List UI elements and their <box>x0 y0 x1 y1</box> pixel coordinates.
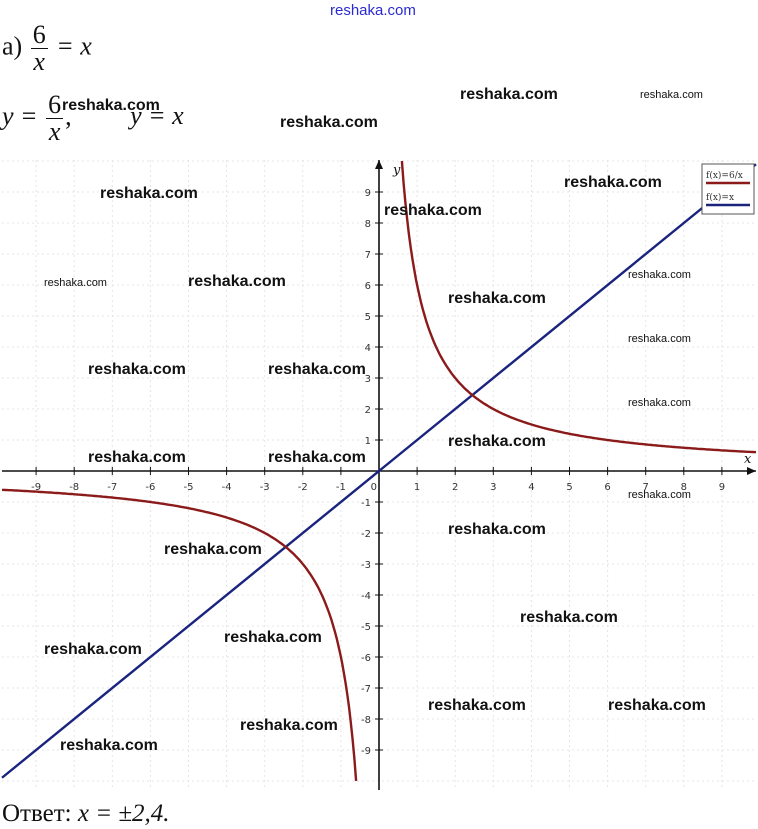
x-tick-label: -5 <box>184 482 194 493</box>
watermark-text: reshaka.com <box>628 489 691 501</box>
watermark-text: reshaka.com <box>628 397 691 409</box>
x-tick-label: 1 <box>414 482 420 493</box>
watermark-text: reshaka.com <box>428 697 526 714</box>
x-tick-label: 6 <box>604 482 610 493</box>
y-tick-label: 4 <box>365 343 371 354</box>
fraction-numerator: 6 <box>30 20 48 49</box>
watermark-text: reshaka.com <box>88 361 186 378</box>
y-tick-label: 1 <box>365 436 371 447</box>
watermark-text: reshaka.com <box>224 629 322 646</box>
watermark-text: reshaka.com <box>44 277 107 289</box>
x-axis-arrow <box>747 467 756 475</box>
watermark-text: reshaka.com <box>44 641 142 658</box>
watermark-text: reshaka.com <box>240 717 338 734</box>
y-eq-separator: , <box>65 101 72 131</box>
watermark-text: reshaka.com <box>100 185 198 202</box>
y-tick-label: -8 <box>361 715 371 726</box>
y-eq2: y = x <box>130 101 184 131</box>
y-tick-label: -6 <box>361 653 371 664</box>
y-tick-label: 8 <box>365 219 371 230</box>
watermark-text: reshaka.com <box>628 333 691 345</box>
watermark-text: reshaka.com <box>280 114 378 131</box>
x-tick-label: -4 <box>222 482 232 493</box>
y-fraction-denominator: x <box>48 117 61 146</box>
watermark-text: reshaka.com <box>628 269 691 281</box>
legend-entry-label: f(x)=6/x <box>706 170 743 181</box>
y-fraction-numerator: 6 <box>46 90 64 119</box>
y-tick-label: -3 <box>361 560 371 571</box>
x-tick-label: 3 <box>490 482 496 493</box>
x-tick-label: -2 <box>298 482 308 493</box>
equation-rhs: = x <box>56 31 92 61</box>
y-tick-label: -1 <box>361 498 371 509</box>
functions-line: y = 6 x , y = x <box>2 92 184 145</box>
x-tick-label: 9 <box>719 482 725 493</box>
watermark-text: reshaka.com <box>460 86 558 103</box>
fraction-denominator: x <box>33 47 45 76</box>
watermark-text: reshaka.com <box>60 737 158 754</box>
fraction-y-6-over-x: 6 x <box>46 90 64 146</box>
y-tick-label: -5 <box>361 622 371 633</box>
y-eq1-lhs: y = <box>2 101 38 131</box>
series-line-y-eq-x <box>1 163 757 779</box>
y-tick-label: -9 <box>361 746 371 757</box>
x-tick-label: 7 <box>643 482 649 493</box>
series-hyperbola-left-branch <box>1 488 358 782</box>
problem-label: а) <box>2 31 23 61</box>
answer-value: x = ±2,4. <box>77 800 170 827</box>
y-tick-label: 2 <box>365 405 371 416</box>
series-hyperbola-right-branch <box>400 160 757 454</box>
x-tick-label: -8 <box>69 482 79 493</box>
y-tick-label: -7 <box>361 684 371 695</box>
y-tick-label: 3 <box>365 374 371 385</box>
watermark-text: reshaka.com <box>520 609 618 626</box>
y-axis-label: y <box>392 163 401 178</box>
x-tick-label: -1 <box>336 482 346 493</box>
legend-entry-label: f(x)=x <box>706 192 734 203</box>
watermark-text: reshaka.com <box>448 521 546 538</box>
watermark-text: reshaka.com <box>188 273 286 290</box>
y-tick-label: 6 <box>365 281 371 292</box>
watermark-text: reshaka.com <box>564 174 662 191</box>
origin-label: 0 <box>371 482 377 493</box>
watermark-text: reshaka.com <box>448 290 546 307</box>
answer-label: Ответ: <box>2 800 72 827</box>
y-tick-label: 7 <box>365 250 371 261</box>
x-axis-label: x <box>744 452 752 467</box>
x-tick-label: -6 <box>145 482 155 493</box>
watermark-text: reshaka.com <box>62 97 160 114</box>
y-axis-arrow <box>375 160 383 169</box>
x-tick-label: 5 <box>566 482 572 493</box>
watermark-text: reshaka.com <box>164 541 262 558</box>
x-tick-label: -3 <box>260 482 270 493</box>
y-tick-label: 9 <box>365 188 371 199</box>
x-tick-label: -7 <box>107 482 117 493</box>
x-tick-label: 8 <box>681 482 687 493</box>
y-tick-label: 5 <box>365 312 371 323</box>
watermark-text: reshaka.com <box>88 449 186 466</box>
watermark-text: reshaka.com <box>384 202 482 219</box>
x-tick-label: 2 <box>452 482 458 493</box>
watermark-text: reshaka.com <box>640 89 703 101</box>
answer-line: Ответ: x = ±2,4. <box>2 800 170 828</box>
site-header[interactable]: reshaka.com <box>330 2 416 19</box>
watermark-text: reshaka.com <box>448 433 546 450</box>
watermark-text: reshaka.com <box>608 697 706 714</box>
fraction-6-over-x: 6 x <box>30 20 48 76</box>
y-tick-label: -4 <box>361 591 371 602</box>
watermark-text: reshaka.com <box>268 361 366 378</box>
equation-line: а) 6 x = x <box>2 22 92 75</box>
x-tick-label: -9 <box>31 482 41 493</box>
watermark-text: reshaka.com <box>268 449 366 466</box>
x-tick-label: 4 <box>528 482 534 493</box>
y-tick-label: -2 <box>361 529 371 540</box>
